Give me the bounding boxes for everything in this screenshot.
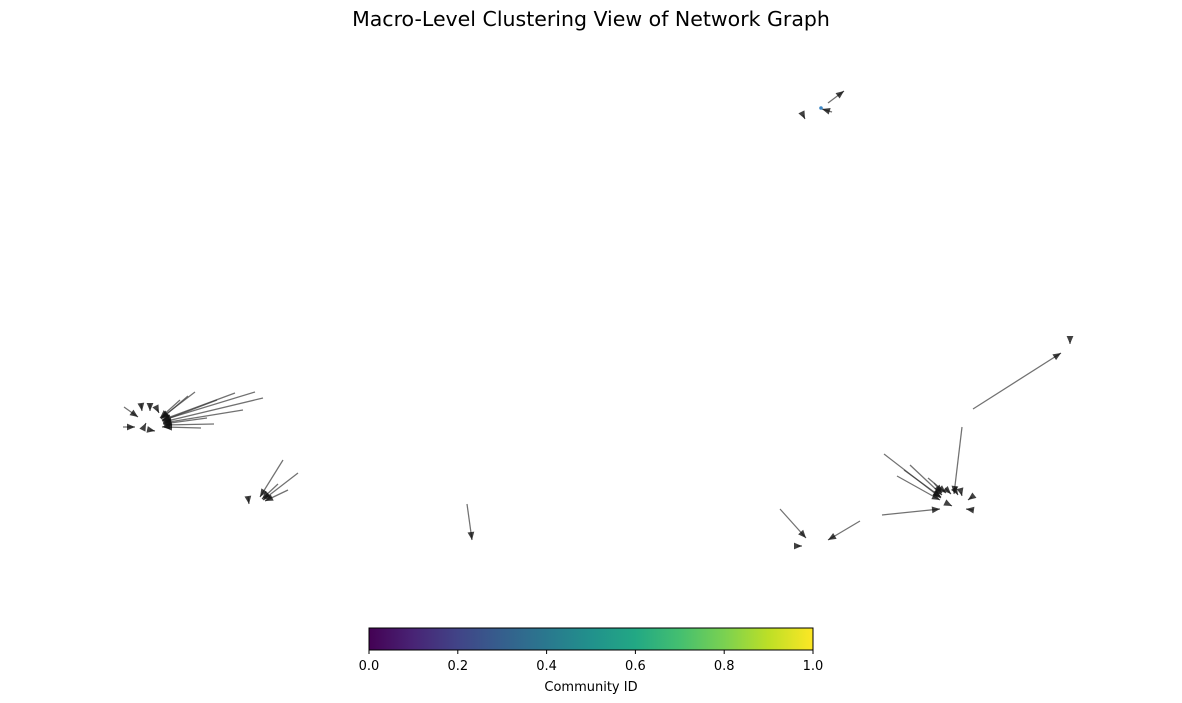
- graph-edge: [950, 486, 959, 496]
- colorbar-tick-label: 0.6: [625, 659, 646, 674]
- graph-edge: [881, 506, 941, 516]
- edge-arrowhead: [260, 488, 268, 497]
- graph-node: [819, 106, 823, 110]
- graph-edge: [827, 90, 845, 104]
- graph-edge: [794, 542, 802, 550]
- edge-line: [881, 508, 941, 516]
- edge-arrowhead: [798, 110, 805, 119]
- edge-arrowhead: [956, 487, 964, 496]
- graph-edge: [821, 108, 833, 115]
- edge-arrowhead: [244, 495, 252, 504]
- edge-arrowhead: [137, 402, 145, 411]
- graph-edge: [159, 399, 181, 419]
- edge-arrowhead: [467, 531, 475, 540]
- edge-arrowhead: [160, 410, 169, 418]
- edge-arrowhead: [139, 423, 146, 432]
- graph-edge: [896, 475, 941, 501]
- edge-arrowhead: [1052, 353, 1061, 361]
- edge-arrowhead: [950, 486, 958, 495]
- graph-edge: [942, 485, 952, 495]
- graph-edge: [146, 403, 154, 411]
- colorbar-tick-label: 0.0: [359, 659, 380, 674]
- edge-arrowhead: [966, 506, 975, 514]
- edge-line: [896, 475, 941, 501]
- chart-title: Macro-Level Clustering View of Network G…: [352, 7, 830, 31]
- edge-line: [972, 352, 1062, 410]
- graph-edge: [261, 483, 279, 500]
- edge-arrowhead: [794, 542, 802, 550]
- edge-arrowhead: [265, 494, 274, 501]
- graph-edge: [951, 426, 963, 495]
- edge-arrowhead: [968, 492, 977, 500]
- colorbar-tick-label: 0.2: [447, 659, 468, 674]
- edge-arrowhead: [127, 423, 135, 431]
- colorbar-gradient: [368, 627, 814, 651]
- edge-arrowhead: [931, 506, 940, 514]
- graph-edge: [161, 422, 173, 430]
- network-graph: [123, 90, 1074, 550]
- colorbar-label: Community ID: [544, 680, 637, 695]
- edge-arrowhead: [798, 529, 806, 538]
- graph-edge: [972, 352, 1062, 410]
- graph-edge: [123, 423, 135, 431]
- graph-edge: [909, 464, 943, 496]
- colorbar-tick-label: 0.8: [714, 659, 735, 674]
- graph-edge: [264, 489, 289, 502]
- edge-arrowhead: [162, 422, 171, 430]
- graph-edge: [933, 482, 943, 494]
- graph-edge: [956, 487, 964, 497]
- edge-line: [162, 397, 264, 423]
- graph-edge: [779, 508, 807, 539]
- graph-edge: [965, 506, 975, 514]
- edge-line: [161, 399, 218, 422]
- edge-line: [953, 426, 963, 495]
- edge-arrowhead: [933, 487, 942, 495]
- edge-arrowhead: [1066, 336, 1074, 344]
- graph-edge: [244, 495, 252, 505]
- graph-edge: [137, 402, 145, 412]
- edge-arrowhead: [828, 532, 837, 540]
- graph-edge: [123, 406, 139, 418]
- edge-line: [163, 423, 215, 426]
- edge-arrowhead: [931, 493, 940, 500]
- graph-edge: [139, 422, 147, 432]
- edge-arrowhead: [822, 108, 831, 115]
- edge-arrowhead: [835, 91, 844, 99]
- graph-edge: [146, 426, 156, 433]
- graph-edge: [943, 499, 953, 507]
- graph-edge: [798, 110, 806, 120]
- edge-line: [162, 409, 244, 424]
- edge-arrowhead: [129, 409, 138, 417]
- graph-edge: [466, 503, 475, 541]
- graph-edge: [827, 520, 861, 541]
- graph-edge: [1066, 336, 1074, 344]
- edge-arrowhead: [934, 484, 942, 493]
- edge-arrowhead: [262, 491, 271, 499]
- edge-arrowhead: [152, 404, 159, 413]
- colorbar-tick-label: 1.0: [803, 659, 824, 674]
- graph-edge: [259, 459, 284, 498]
- graph-edge: [152, 404, 160, 414]
- edge-arrowhead: [942, 485, 951, 494]
- edge-arrowhead: [146, 426, 155, 433]
- graph-edge: [967, 492, 977, 501]
- colorbar: 0.0 0.2 0.4 0.6 0.8 1.0 Community ID: [359, 627, 824, 695]
- colorbar-ticks: 0.0 0.2 0.4 0.6 0.8 1.0: [359, 650, 824, 674]
- colorbar-tick-label: 0.4: [536, 659, 557, 674]
- edge-arrowhead: [943, 499, 952, 506]
- edge-arrowhead: [146, 403, 154, 411]
